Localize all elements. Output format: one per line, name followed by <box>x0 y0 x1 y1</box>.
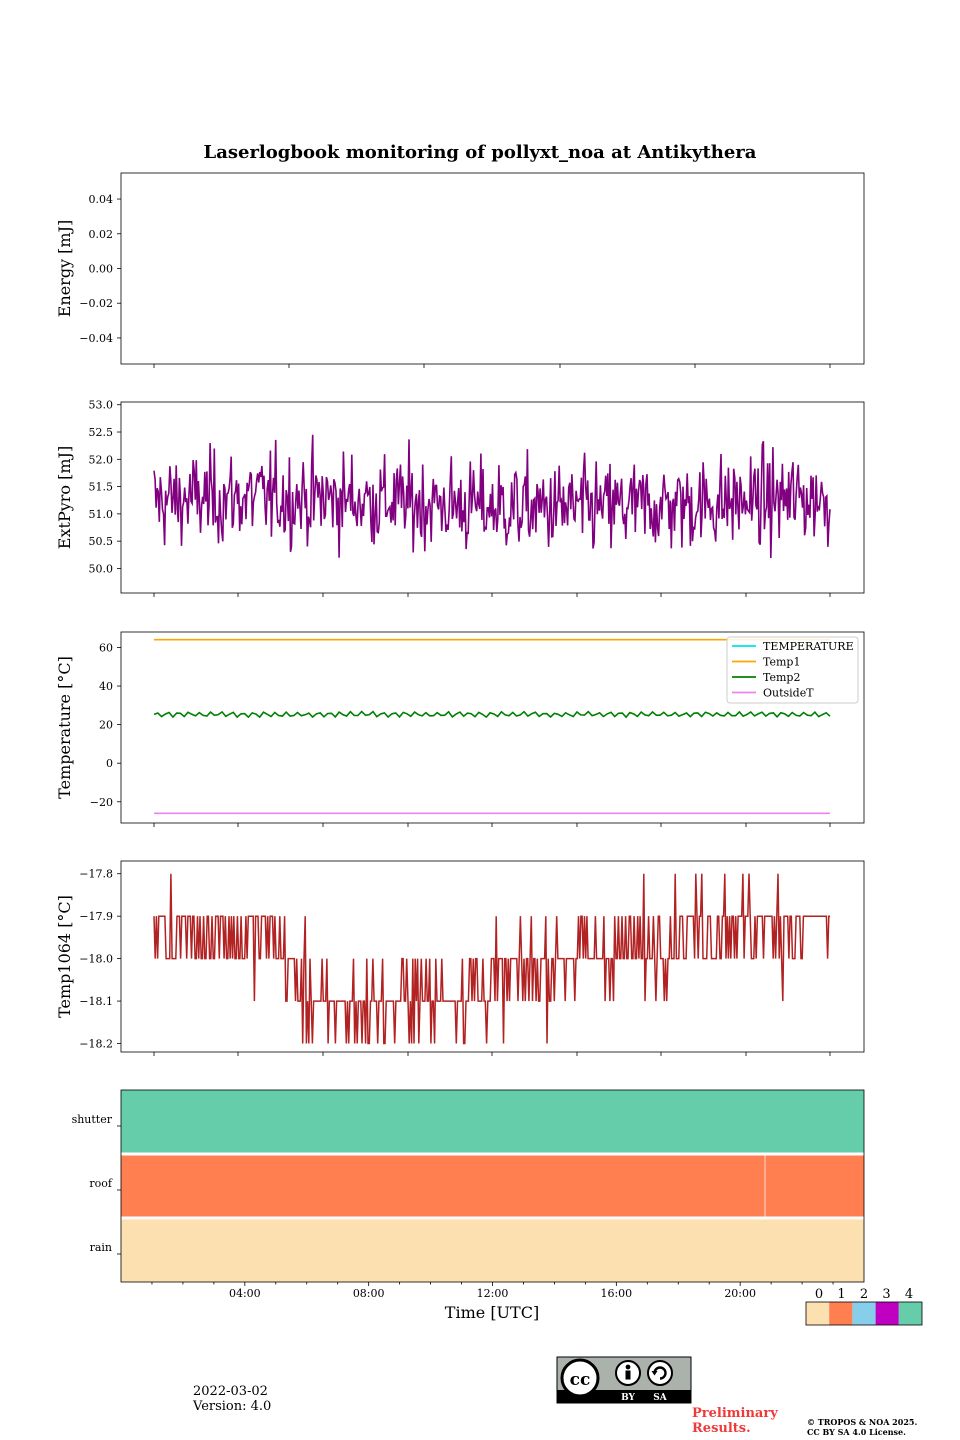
row-label-roof: roof <box>89 1177 113 1190</box>
colorbar-label: 2 <box>860 1287 868 1302</box>
copyright-note: © TROPOS & NOA 2025. CC BY SA 4.0 Licens… <box>807 1417 917 1437</box>
x-tick-label: 16:00 <box>600 1287 632 1300</box>
y-tick-label: 50.0 <box>89 562 114 575</box>
preliminary-line-2: Results. <box>692 1421 751 1436</box>
colorbar-label: 0 <box>815 1287 823 1302</box>
footer-version: Version: 4.0 <box>193 1399 272 1414</box>
colorbar-swatch <box>875 1302 899 1325</box>
legend-label: Temp1 <box>763 656 800 669</box>
preliminary-line-1: Preliminary <box>692 1406 778 1421</box>
y-tick-label: −18.0 <box>79 953 113 966</box>
x-tick-label: 04:00 <box>229 1287 261 1300</box>
y-tick-label: 0.04 <box>89 193 114 206</box>
extpyro-line <box>153 434 831 559</box>
copyright-line-1: © TROPOS & NOA 2025. <box>807 1417 918 1427</box>
y-tick-label: 20 <box>99 719 113 732</box>
y-tick-label: 51.0 <box>89 508 114 521</box>
y-tick-label: −17.8 <box>79 868 113 881</box>
series-group <box>153 434 831 559</box>
series-line-temp2 <box>153 710 831 719</box>
y-tick-label: 0.02 <box>89 228 114 241</box>
y-tick-label: 60 <box>99 641 113 654</box>
x-tick-label: 08:00 <box>353 1287 385 1300</box>
y-axis-label: Energy [mJ] <box>55 220 74 318</box>
status-cell-roof <box>121 1154 864 1218</box>
x-tick-label: 20:00 <box>724 1287 756 1300</box>
y-tick-label: −0.02 <box>79 297 113 310</box>
colorbar-label: 1 <box>837 1287 845 1302</box>
subplot-1: −0.04 −0.02 0.00 0.02 0.04 Energy [mJ] <box>55 172 865 368</box>
badge-sa-label: SA <box>653 1393 667 1403</box>
subplot-2: 50.0 50.5 51.0 51.5 52.0 52.5 53.0 ExtPyro [mJ] <box>55 399 865 597</box>
status-heatmap: shutter roof rain 04:00 08:00 12:00 16:00 20:00… <box>72 1089 865 1322</box>
y-tick-label: 0 <box>106 757 113 770</box>
legend-box <box>726 636 859 704</box>
axes-frame <box>120 172 865 365</box>
y-tick-label: −18.1 <box>79 995 113 1008</box>
row-label-shutter: shutter <box>72 1113 113 1126</box>
y-tick-label: 50.5 <box>89 535 114 548</box>
colorbar-label: 3 <box>882 1287 890 1302</box>
axes-frame <box>120 631 865 824</box>
subplot-4: −18.2 −18.1 −18.0 −17.9 −17.8 Temp1064 [°C] <box>55 860 865 1056</box>
y-tick-label: 0.00 <box>89 263 114 276</box>
badge-by-label: BY <box>621 1393 635 1403</box>
figure-title: Laserlogbook monitoring of pollyxt_noa a… <box>204 142 757 163</box>
colorbar-swatch <box>898 1302 922 1325</box>
preliminary-note: Preliminary Results. <box>692 1406 778 1436</box>
colorbar-frame <box>805 1301 923 1326</box>
y-tick-label: 52.5 <box>89 426 114 439</box>
x-axis-label: Time [UTC] <box>445 1303 539 1322</box>
status-cell-rain <box>121 1218 864 1282</box>
cc-logo-text: cc <box>570 1370 591 1390</box>
y-tick-label: −18.2 <box>79 1038 113 1051</box>
status-cell-shutter <box>121 1090 864 1154</box>
y-tick-label: 51.5 <box>89 481 114 494</box>
y-tick-label: 40 <box>99 680 113 693</box>
row-label-rain: rain <box>90 1241 112 1254</box>
colorbar-label: 4 <box>905 1287 913 1302</box>
y-tick-label: −17.9 <box>79 910 113 923</box>
cc-logo-icon <box>560 1358 600 1398</box>
legend-label: Temp2 <box>763 671 800 684</box>
y-axis-label: Temp1064 [°C] <box>55 895 74 1018</box>
y-tick-label: −20 <box>90 796 113 809</box>
legend-label: OutsideT <box>763 687 814 700</box>
x-tick-label: 12:00 <box>477 1287 509 1300</box>
colorbar-swatch <box>852 1302 876 1325</box>
colorbar-swatch <box>829 1302 853 1325</box>
colorbar-swatch <box>806 1302 830 1325</box>
subplot-3: −20 0 20 40 60 Temperature [°C] TEMPERATURE Tem… <box>55 631 865 827</box>
y-axis-label: ExtPyro [mJ] <box>55 446 74 549</box>
share-alike-icon <box>647 1360 673 1386</box>
y-axis-label: Temperature [°C] <box>55 656 74 799</box>
cc-by-sa-badge: cc BY SA <box>556 1356 692 1404</box>
footer-date: 2022-03-02 <box>193 1384 268 1399</box>
y-tick-label: −0.04 <box>79 332 113 345</box>
temp1064-line <box>153 873 830 1045</box>
axes-frame <box>120 860 865 1053</box>
y-tick-label: 52.0 <box>89 453 114 466</box>
footer-info: 2022-03-02 Version: 4.0 <box>193 1384 271 1414</box>
series-group <box>153 873 830 1045</box>
legend: TEMPERATURE Temp1 Temp2 OutsideT <box>726 636 859 704</box>
axes-frame <box>120 401 865 594</box>
y-tick-label: 53.0 <box>89 399 114 412</box>
legend-label: TEMPERATURE <box>763 640 854 653</box>
series-group <box>153 638 831 815</box>
heatmap-frame <box>120 1089 865 1283</box>
copyright-line-2: CC BY SA 4.0 License. <box>807 1427 906 1437</box>
